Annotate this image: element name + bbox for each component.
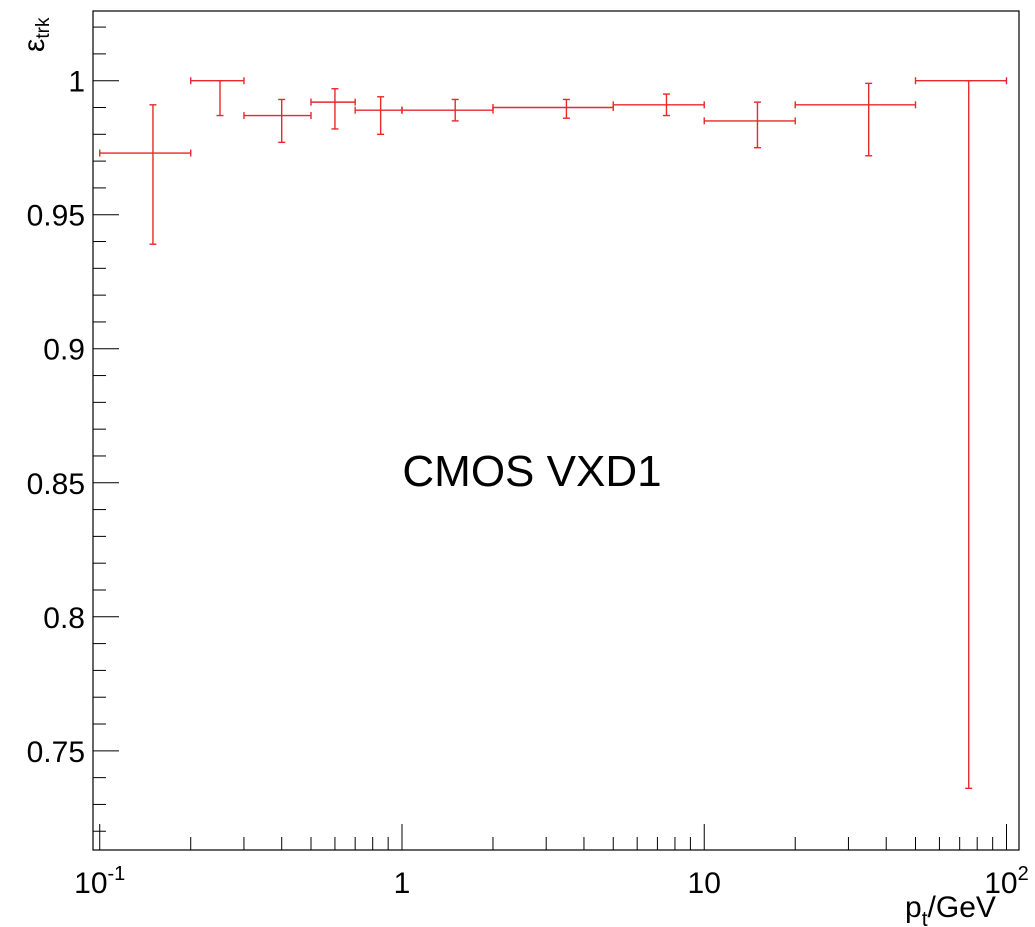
svg-text:εtrk: εtrk: [18, 17, 54, 52]
data-point: [401, 98, 494, 122]
svg-text:pt/GeV: pt/GeV: [905, 891, 996, 927]
x-tick-label: 10: [688, 867, 721, 900]
data-series: [99, 77, 1008, 790]
data-point: [794, 82, 917, 157]
plot-frame: [92, 10, 1020, 851]
data-point: [190, 77, 245, 117]
y-axis: 1 0.95 0.9 0.85 0.8 0.75: [27, 26, 119, 832]
data-point: [243, 98, 312, 144]
y-tick-label: 0.9: [43, 334, 85, 367]
y-tick-label: 0.75: [27, 736, 85, 769]
data-point: [492, 98, 614, 119]
annotation-label: CMOS VXD1: [402, 447, 661, 496]
y-tick-label: 0.95: [27, 200, 85, 233]
y-axis-title: εtrk: [18, 17, 54, 52]
x-tick-label: 1: [394, 867, 411, 900]
y-tick-label: 1: [68, 66, 85, 99]
x-axis: 10-1 1 10 102: [74, 824, 1029, 900]
data-point: [612, 93, 705, 117]
x-tick-label: 10-1: [74, 863, 125, 900]
y-tick-label: 0.85: [27, 468, 85, 501]
y-tick-label: 0.8: [43, 602, 85, 635]
x-axis-title: pt/GeV: [905, 891, 996, 927]
data-point: [703, 101, 796, 149]
data-point: [914, 77, 1008, 790]
data-point: [310, 88, 356, 130]
data-point: [354, 96, 403, 136]
data-point: [99, 104, 192, 245]
